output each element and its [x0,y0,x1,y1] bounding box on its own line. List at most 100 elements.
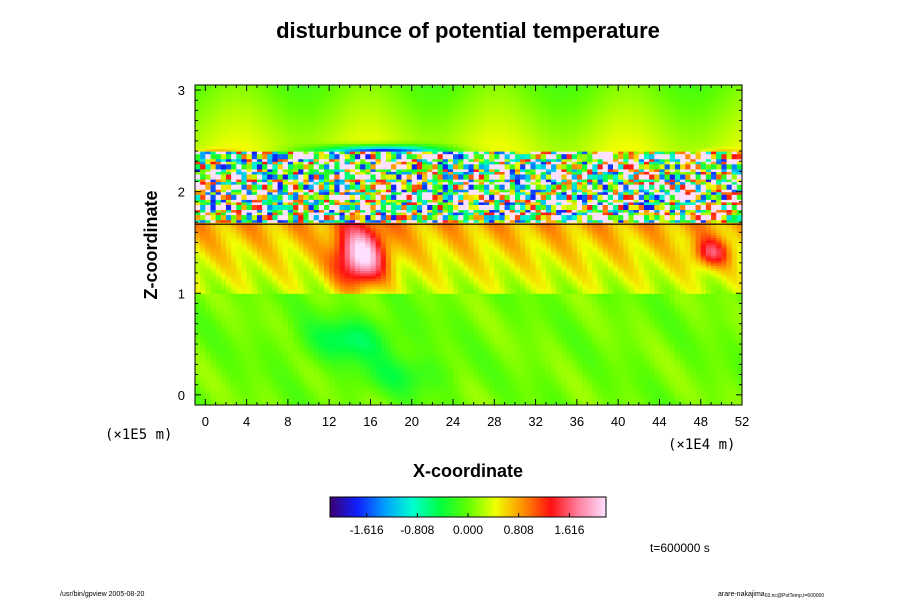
heatmap-cell [736,371,742,376]
heatmap-cell [329,402,335,405]
heatmap-cell [370,364,377,368]
heatmap-cell [659,387,666,391]
heatmap-cell [200,387,206,391]
heatmap-cell [612,374,619,378]
heatmap-cell [602,402,609,405]
heatmap-cell [298,389,304,393]
heatmap-cell [349,374,356,378]
heatmap-cell [225,379,232,383]
heatmap-cell [411,387,418,391]
heatmap-cell [458,402,464,405]
heatmap-cell [200,377,206,381]
heatmap-cell [669,377,676,381]
heatmap-cell [566,374,573,378]
heatmap-cell [287,379,294,383]
heatmap-cell [643,397,650,401]
heatmap-cell [215,379,222,383]
heatmap-cell [468,402,475,405]
heatmap-cell [680,399,686,404]
heatmap-cell [478,394,485,398]
heatmap-cell [571,382,578,386]
heatmap-cell [664,402,671,405]
heatmap-cell [716,387,722,391]
heatmap-cell [308,369,315,373]
heatmap-cell [256,392,263,396]
heatmap-cell [360,366,366,371]
heatmap-cell [324,374,330,378]
heatmap-cell [231,366,237,371]
heatmap-cell [329,384,335,388]
heatmap-cell [360,392,366,396]
heatmap-cell [607,389,614,393]
heatmap-cell [690,394,697,398]
heatmap-cell [535,389,542,393]
heatmap-cell [695,384,702,388]
heatmap-cell [313,389,320,393]
heatmap-cell [700,369,707,373]
heatmap-cell [489,374,495,378]
heatmap-cell [638,382,645,386]
heatmap-cell [556,399,562,404]
heatmap-cell [401,402,408,405]
heatmap-cell [385,397,392,401]
heatmap-cell [411,392,418,396]
heatmap-cell [370,371,377,376]
heatmap-cell [618,387,624,391]
heatmap-cell [287,374,294,378]
heatmap-cell [633,379,640,383]
heatmap-cell [705,387,712,391]
heatmap-cell [695,374,702,378]
heatmap-cell [618,389,624,393]
heatmap-cell [282,371,289,376]
heatmap-cell [695,399,702,404]
heatmap-cell [442,379,449,383]
heatmap-cell [638,384,645,388]
heatmap-cell [401,399,408,404]
heatmap-cell [700,399,707,404]
heatmap-cell [225,377,232,381]
heatmap-cell [685,394,691,398]
heatmap-cell [349,392,356,396]
heatmap-cell [649,402,655,405]
heatmap-cell [334,366,341,371]
heatmap-cell [241,402,248,405]
heatmap-cell [649,384,655,388]
heatmap-cell [654,369,661,373]
heatmap-cell [509,364,516,368]
heatmap-cell [669,382,676,386]
heatmap-cell [287,364,294,368]
heatmap-cell [664,379,671,383]
heatmap-cell [360,371,366,376]
heatmap-cell [520,402,526,405]
heatmap-cell [520,382,526,386]
heatmap-cell [354,379,361,383]
heatmap-cell [473,371,480,376]
heatmap-cell [535,379,542,383]
heatmap-cell [597,374,604,378]
heatmap-cell [463,387,470,391]
heatmap-cell [705,374,712,378]
heatmap-cell [473,379,480,383]
heatmap-cell [437,384,444,388]
heatmap-cell [680,397,686,401]
heatmap-cell [427,364,433,368]
heatmap-cell [525,402,532,405]
heatmap-cell [354,384,361,388]
heatmap-cell [293,371,299,376]
heatmap-cell [721,394,728,398]
heatmap-cell [556,374,562,378]
heatmap-cell [700,382,707,386]
heatmap-cell [736,397,742,401]
heatmap-cell [442,392,449,396]
heatmap-cell [530,397,537,401]
heatmap-cell [215,402,222,405]
heatmap-cell [442,387,449,391]
heatmap-cell [545,369,552,373]
heatmap-cell [716,377,722,381]
heatmap-cell [246,402,253,405]
heatmap-cell [561,374,568,378]
heatmap-cell [520,371,526,376]
heatmap-cell [437,374,444,378]
heatmap-cell [674,392,681,396]
heatmap-cell [540,371,547,376]
